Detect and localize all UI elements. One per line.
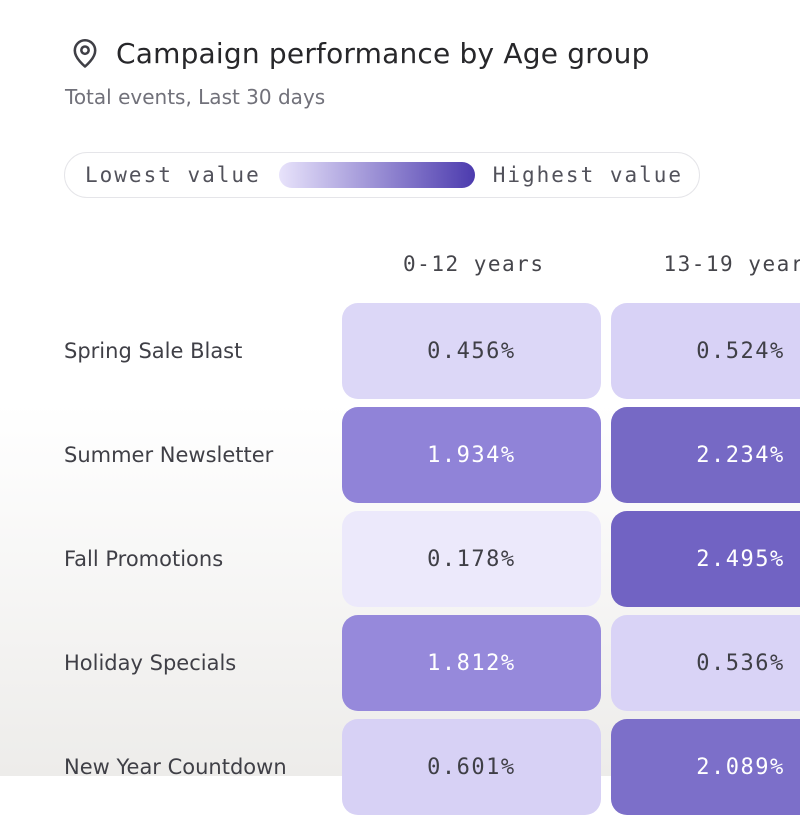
heatmap-cell[interactable]: 2.495%	[611, 511, 800, 607]
row-label-holiday-specials: Holiday Specials	[0, 615, 342, 711]
heatmap-legend: Lowest value Highest value	[64, 152, 700, 198]
heatmap-cell[interactable]: 2.089%	[611, 719, 800, 815]
heatmap-cell[interactable]: 2.234%	[611, 407, 800, 503]
heatmap-card: Campaign performance by Age group Total …	[0, 0, 800, 776]
legend-gradient-bar	[279, 162, 475, 188]
heatmap-cell[interactable]: 0.178%	[342, 511, 601, 607]
table-row: Spring Sale Blast 0.456% 0.524%	[0, 303, 800, 399]
table-row: Fall Promotions 0.178% 2.495%	[0, 511, 800, 607]
heatmap-cell[interactable]: 0.456%	[342, 303, 601, 399]
column-header-0-12-years: 0-12 years	[345, 252, 603, 276]
column-headers: 0-12 years 13-19 years	[0, 252, 800, 276]
heatmap-cell[interactable]: 1.812%	[342, 615, 601, 711]
heatmap-cell[interactable]: 0.601%	[342, 719, 601, 815]
heatmap-cell[interactable]: 1.934%	[342, 407, 601, 503]
heatmap-grid: Spring Sale Blast 0.456% 0.524% Summer N…	[0, 303, 800, 823]
legend-low-label: Lowest value	[85, 163, 261, 187]
table-row: Summer Newsletter 1.934% 2.234%	[0, 407, 800, 503]
legend-high-label: Highest value	[493, 163, 683, 187]
table-row: Holiday Specials 1.812% 0.536%	[0, 615, 800, 711]
column-header-13-19-years: 13-19 years	[613, 252, 800, 276]
row-label-fall-promotions: Fall Promotions	[0, 511, 342, 607]
heatmap-cell[interactable]: 0.536%	[611, 615, 800, 711]
heatmap-cell[interactable]: 0.524%	[611, 303, 800, 399]
chart-title: Campaign performance by Age group	[116, 37, 650, 70]
chart-header: Campaign performance by Age group	[68, 36, 650, 70]
row-label-spring-sale-blast: Spring Sale Blast	[0, 303, 342, 399]
location-pin-icon	[68, 36, 102, 70]
row-label-new-year-countdown: New Year Countdown	[0, 719, 342, 815]
row-label-summer-newsletter: Summer Newsletter	[0, 407, 342, 503]
chart-subtitle: Total events, Last 30 days	[65, 85, 325, 109]
table-row: New Year Countdown 0.601% 2.089%	[0, 719, 800, 815]
